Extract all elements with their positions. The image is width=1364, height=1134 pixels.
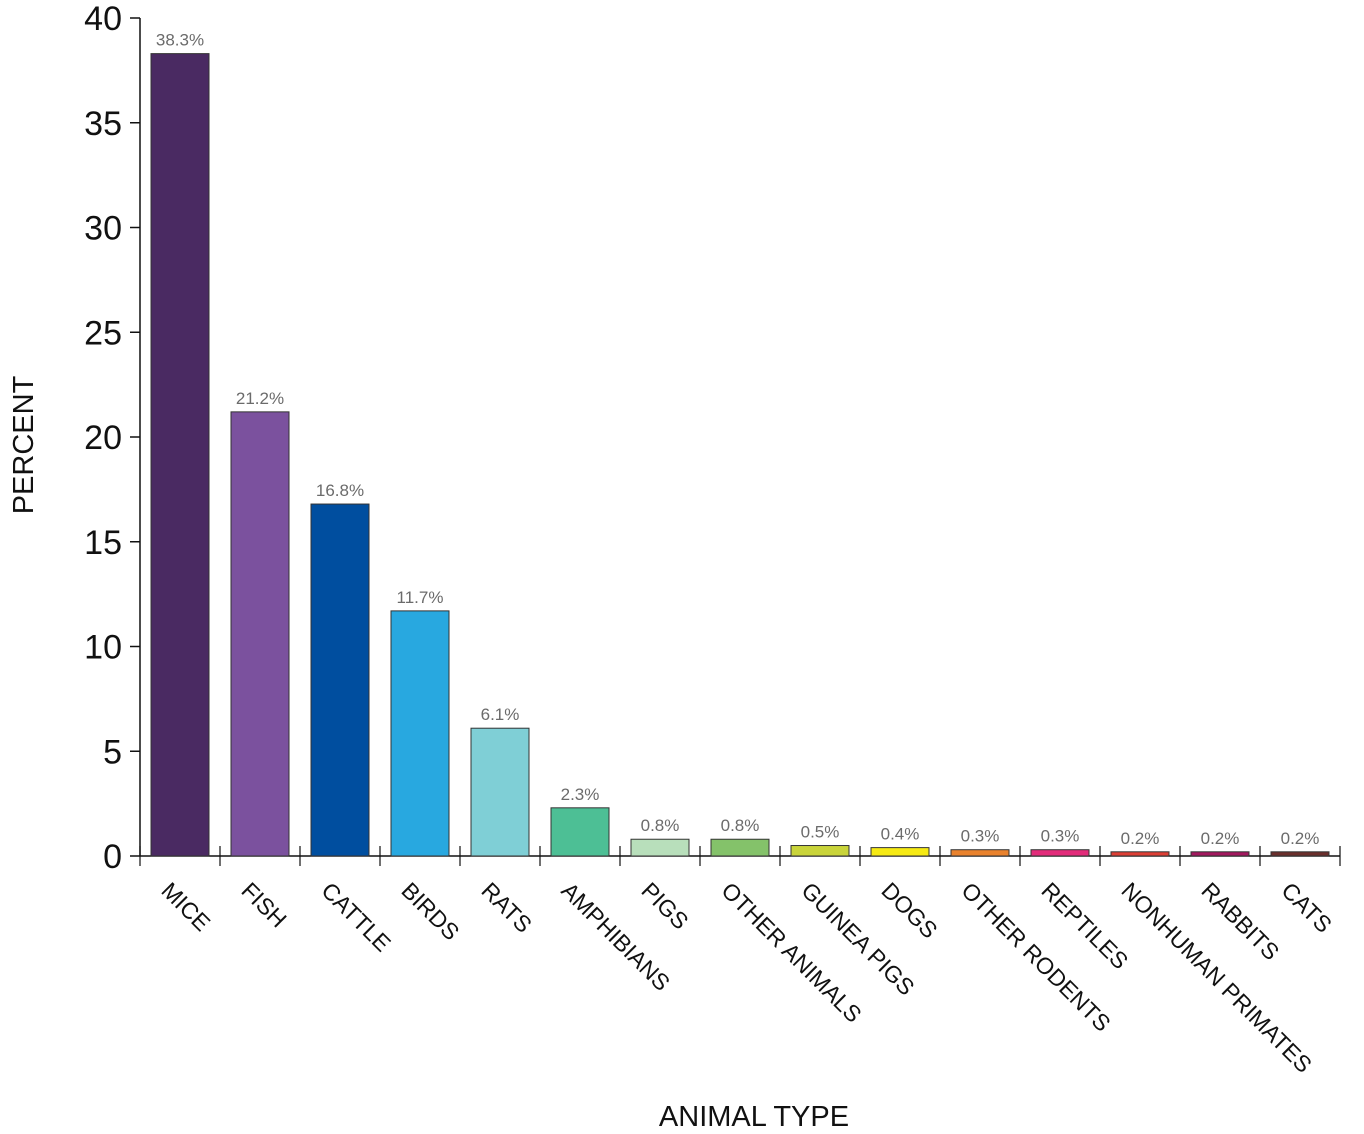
y-tick-label: 25 bbox=[84, 314, 122, 352]
y-axis: 0 5 10 15 20 25 30 35 40 bbox=[84, 0, 141, 876]
bar bbox=[150, 53, 210, 857]
y-tick-label: 30 bbox=[84, 210, 122, 248]
category-label: CATS bbox=[1276, 877, 1337, 938]
bar bbox=[1030, 849, 1090, 857]
data-label: 0.2% bbox=[1121, 829, 1160, 848]
category-label: CATTLE bbox=[316, 877, 396, 957]
data-label: 0.3% bbox=[1041, 827, 1080, 846]
data-label: 0.5% bbox=[801, 823, 840, 842]
bar bbox=[1270, 851, 1330, 857]
category-label: FISH bbox=[236, 877, 291, 932]
category-label: OTHER RODENTS bbox=[956, 877, 1115, 1036]
y-tick-label: 40 bbox=[84, 0, 122, 38]
data-label: 0.8% bbox=[721, 816, 760, 835]
bar bbox=[870, 847, 930, 857]
bar bbox=[470, 727, 530, 857]
y-tick-label: 5 bbox=[103, 733, 122, 771]
y-axis-title: PERCENT bbox=[8, 375, 40, 514]
y-tick-label: 20 bbox=[84, 419, 122, 457]
data-label: 0.2% bbox=[1201, 829, 1240, 848]
data-labels: 38.3% 21.2% 16.8% 11.7% 6.1% 2.3% 0.8% 0.8% 0.5%… bbox=[156, 31, 1319, 848]
y-tick-label: 15 bbox=[84, 524, 122, 562]
bar bbox=[390, 610, 450, 857]
bar bbox=[710, 838, 770, 857]
y-tick-label: 10 bbox=[84, 629, 122, 667]
category-label: PIGS bbox=[636, 877, 693, 934]
data-label: 21.2% bbox=[236, 389, 284, 408]
data-label: 0.2% bbox=[1281, 829, 1320, 848]
bar bbox=[790, 845, 850, 857]
bar bbox=[550, 807, 610, 857]
y-tick-label: 35 bbox=[84, 105, 122, 143]
data-label: 0.8% bbox=[641, 816, 680, 835]
category-label: MICE bbox=[156, 877, 215, 936]
bar bbox=[1190, 851, 1250, 857]
bar bbox=[310, 503, 370, 857]
data-label: 38.3% bbox=[156, 31, 204, 50]
category-label: DOGS bbox=[876, 877, 942, 943]
category-label: BIRDS bbox=[396, 877, 464, 945]
bar bbox=[630, 838, 690, 857]
data-label: 0.4% bbox=[881, 825, 920, 844]
category-label: RATS bbox=[476, 877, 537, 938]
y-tick-label: 0 bbox=[103, 838, 122, 876]
category-label: OTHER ANIMALS bbox=[716, 877, 866, 1027]
data-label: 2.3% bbox=[561, 785, 600, 804]
bar bbox=[230, 411, 290, 857]
data-label: 6.1% bbox=[481, 705, 520, 724]
x-axis-title: ANIMAL TYPE bbox=[659, 1101, 849, 1133]
data-label: 16.8% bbox=[316, 481, 364, 500]
data-label: 0.3% bbox=[961, 827, 1000, 846]
bar-series bbox=[150, 53, 1330, 857]
bar bbox=[1110, 851, 1170, 857]
bar bbox=[950, 849, 1010, 857]
data-label: 11.7% bbox=[397, 588, 444, 607]
